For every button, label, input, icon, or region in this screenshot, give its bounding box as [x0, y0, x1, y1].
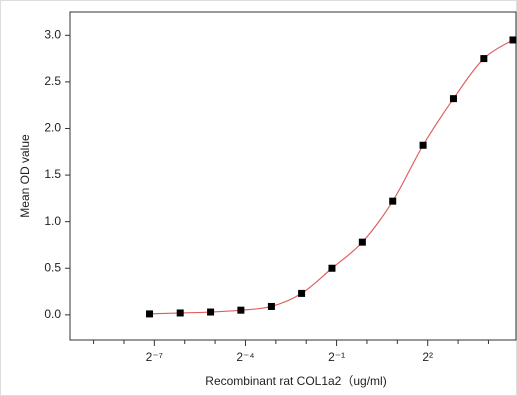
x-tick-label: 2²: [422, 350, 433, 364]
y-tick-label: 1.0: [44, 214, 61, 228]
x-tick-label: 2⁻¹: [328, 350, 345, 364]
data-point: [207, 308, 215, 316]
data-point: [298, 289, 306, 297]
data-point: [176, 309, 184, 317]
x-axis-title: Recombinant rat COL1a2（ug/ml): [205, 374, 386, 388]
data-point: [419, 141, 427, 149]
y-axis-title: Mean OD value: [18, 134, 32, 218]
data-point: [146, 310, 154, 318]
data-point: [449, 95, 457, 103]
data-point: [509, 36, 517, 44]
y-tick-label: 2.5: [44, 74, 61, 88]
y-tick-label: 0.0: [44, 307, 61, 321]
y-tick-label: 2.0: [44, 121, 61, 135]
data-point: [328, 264, 336, 272]
y-tick-label: 0.5: [44, 260, 61, 274]
data-point: [389, 197, 397, 205]
data-point: [267, 302, 275, 310]
y-tick-label: 1.5: [44, 167, 61, 181]
y-tick-label: 3.0: [44, 27, 61, 41]
x-tick-label: 2⁻⁷: [146, 350, 163, 364]
x-tick-label: 2⁻⁴: [236, 350, 254, 364]
data-point: [237, 306, 245, 314]
data-point: [480, 55, 488, 63]
data-point: [358, 238, 366, 246]
plot-frame: [69, 11, 517, 341]
